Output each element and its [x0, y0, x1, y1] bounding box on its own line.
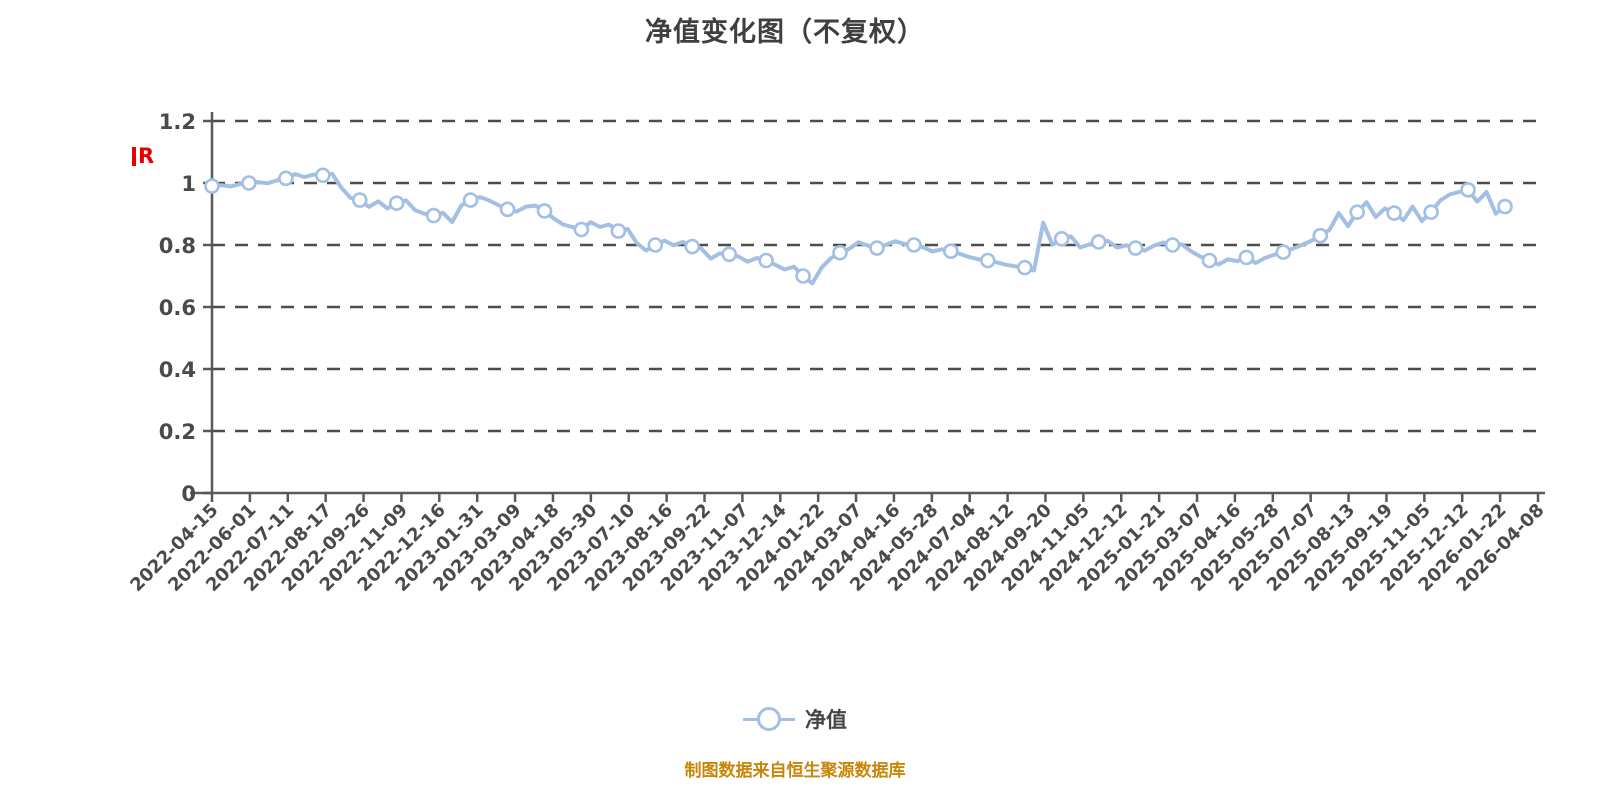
data-point-marker [462, 192, 479, 208]
data-point-marker [499, 201, 516, 218]
data-point-marker [1423, 204, 1439, 220]
y-tick-label: 0.4 [159, 358, 196, 382]
watermark-bar-icon [132, 147, 136, 166]
data-point-marker [1016, 259, 1033, 276]
y-tick-label: 0.2 [159, 420, 196, 444]
legend-line-marker-icon [743, 707, 795, 731]
y-tick-label: 1 [181, 172, 196, 196]
data-point-marker [795, 268, 811, 284]
data-point-marker [315, 167, 331, 184]
data-point-marker [1053, 231, 1070, 247]
legend-line-segment [743, 717, 758, 721]
legend-label: 净值 [805, 708, 847, 732]
chart-canvas: 00.20.40.60.811.22022-04-152022-06-01202… [126, 110, 1548, 596]
legend: 净值 [0, 704, 1590, 734]
y-tick-label: 0.8 [159, 234, 196, 258]
data-point-marker [684, 238, 701, 255]
data-point-marker [388, 195, 405, 211]
data-point-marker [1460, 182, 1476, 198]
data-point-marker [425, 207, 442, 224]
data-point-marker [721, 246, 738, 263]
data-point-marker [204, 178, 220, 194]
net-value-line [210, 171, 1507, 286]
data-point-marker [1090, 234, 1107, 250]
data-point-marker [832, 244, 848, 261]
data-point-marker [241, 175, 257, 191]
y-tick-label: 1.2 [159, 110, 196, 134]
data-point-marker [943, 243, 959, 259]
data-point-marker [1127, 240, 1144, 256]
data-point-marker [647, 237, 664, 253]
data-point-marker [1238, 249, 1255, 266]
data-point-marker [351, 192, 368, 208]
data-point-marker [1275, 244, 1292, 260]
legend-line-segment [780, 717, 795, 721]
data-point-marker [1497, 198, 1513, 215]
data-point-marker [869, 240, 885, 256]
data-point-marker [278, 170, 294, 187]
y-tick-label: 0 [181, 482, 196, 506]
data-point-marker [1386, 205, 1402, 221]
data-point-marker [979, 252, 996, 269]
legend-circle-marker-icon [757, 707, 781, 731]
data-point-marker [573, 221, 590, 238]
data-point-marker [1164, 237, 1181, 253]
data-point-marker [1201, 252, 1218, 269]
data-point-marker [1349, 204, 1366, 220]
data-source-note: 制图数据来自恒生聚源数据库 [684, 761, 906, 781]
watermark-letter: R [138, 144, 155, 168]
data-point-marker [758, 252, 774, 269]
data-point-marker [610, 223, 627, 239]
y-tick-label: 0.6 [159, 296, 196, 320]
data-point-marker [906, 237, 922, 253]
chart-title: 净值变化图（不复权） [645, 17, 925, 48]
data-point-marker [536, 203, 553, 219]
red-r-watermark-icon: R [132, 146, 154, 167]
data-point-marker [1312, 227, 1329, 244]
